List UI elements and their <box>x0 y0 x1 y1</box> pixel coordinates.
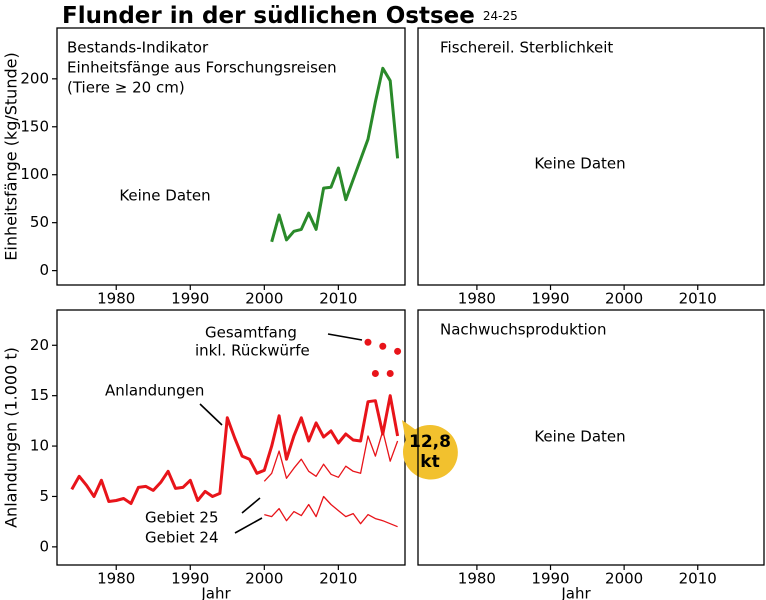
y-tick-label: 50 <box>30 213 49 231</box>
x-tick-label: 1980 <box>97 290 135 308</box>
x-axis-label: Jahr <box>560 585 591 600</box>
y-tick-label: 100 <box>20 165 49 183</box>
data-point <box>394 347 402 355</box>
x-tick-label: 2010 <box>319 570 357 588</box>
y-tick-label: 10 <box>30 437 49 455</box>
x-tick-label: 2000 <box>245 290 283 308</box>
callout-text: 12,8 <box>409 432 451 452</box>
series-label: Gebiet 25 <box>145 509 219 527</box>
data-line <box>264 495 398 528</box>
x-tick-label: 1980 <box>458 570 496 588</box>
y-tick-label: 200 <box>20 69 49 87</box>
x-tick-label: 1990 <box>171 570 209 588</box>
panel-frame <box>417 309 765 566</box>
x-tick-label: 2010 <box>679 290 717 308</box>
x-axis-label: Jahr <box>200 585 231 600</box>
x-tick-label: 1990 <box>531 570 569 588</box>
panel-frame <box>417 27 765 286</box>
y-tick-label: 5 <box>39 487 49 505</box>
y-tick-label: 20 <box>30 336 49 354</box>
leader <box>234 517 263 534</box>
panel-title: Fischereil. Sterblichkeit <box>440 39 613 57</box>
data-line <box>263 430 399 482</box>
leader <box>199 403 223 426</box>
data-point <box>386 369 394 377</box>
x-tick-label: 2000 <box>605 570 643 588</box>
x-tick-label: 1990 <box>171 290 209 308</box>
leader <box>327 333 363 341</box>
x-tick-label: 2000 <box>245 570 283 588</box>
figure-title: Flunder in der südlichen Ostsee 24-25 <box>62 3 518 29</box>
no-data-note: Keine Daten <box>119 187 210 205</box>
subtitle: 24-25 <box>483 9 518 23</box>
y-axis-label: Einheitsfänge (kg/Stunde) <box>2 52 21 260</box>
no-data-note: Keine Daten <box>534 428 625 446</box>
y-axis-label: Anlandungen (1.000 t) <box>2 347 21 528</box>
leader <box>241 497 261 514</box>
series-label: Gesamtfang <box>205 324 297 342</box>
series-label: Anlandungen <box>105 382 204 400</box>
x-tick-label: 1980 <box>97 570 135 588</box>
data-point <box>371 369 379 377</box>
no-data-note: Keine Daten <box>534 155 625 173</box>
y-tick-label: 150 <box>20 117 49 135</box>
x-tick-label: 2010 <box>679 570 717 588</box>
callout-bubble <box>403 425 457 479</box>
series-label: Gebiet 24 <box>145 529 219 547</box>
x-tick-label: 2000 <box>605 290 643 308</box>
panel-title: Nachwuchsproduktion <box>440 321 607 339</box>
y-tick-label: 15 <box>30 386 49 404</box>
title: Flunder in der südlichen Ostsee <box>62 3 475 29</box>
x-tick-label: 1980 <box>458 290 496 308</box>
data-line <box>270 66 400 243</box>
panel-frame <box>56 309 406 566</box>
x-tick-label: 2010 <box>319 290 357 308</box>
x-tick-label: 1990 <box>531 290 569 308</box>
data-line <box>70 394 400 505</box>
panel-frame <box>56 27 406 286</box>
panel-title: Einheitsfänge aus Forschungsreisen <box>67 59 337 77</box>
y-tick-label: 0 <box>39 537 49 555</box>
panel-title: (Tiere ≥ 20 cm) <box>67 79 185 97</box>
data-point <box>379 342 387 350</box>
data-point <box>364 338 372 346</box>
callout-text: kt <box>420 452 439 472</box>
series-label: inkl. Rückwürfe <box>195 342 310 360</box>
panel-title: Bestands-Indikator <box>67 39 209 57</box>
y-tick-label: 0 <box>39 261 49 279</box>
